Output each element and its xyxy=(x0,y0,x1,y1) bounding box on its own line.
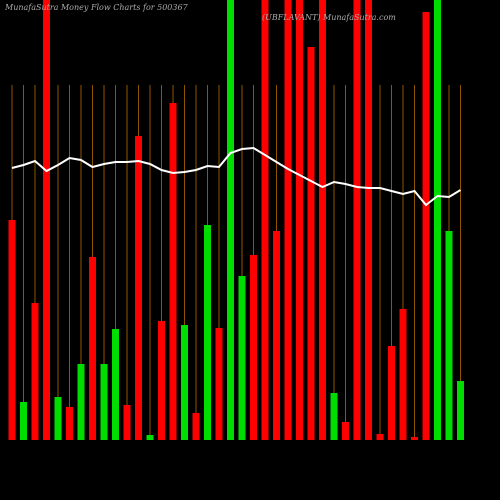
bar xyxy=(342,422,349,440)
bar xyxy=(319,0,326,440)
bar xyxy=(31,303,39,440)
bar xyxy=(169,103,177,440)
bar xyxy=(8,220,16,440)
bar xyxy=(434,0,441,440)
bar xyxy=(330,393,338,440)
chart-title: MunafaSutra Money Flow Charts for 500367 xyxy=(4,3,189,12)
bar xyxy=(445,231,453,440)
bar xyxy=(376,434,384,440)
bar xyxy=(273,231,280,440)
bar xyxy=(284,0,292,440)
bar xyxy=(388,346,395,440)
bar xyxy=(112,329,119,440)
bar xyxy=(227,0,234,440)
bar xyxy=(135,136,142,440)
bar xyxy=(20,402,27,440)
bar xyxy=(181,325,188,440)
bar xyxy=(66,407,73,440)
bar xyxy=(77,364,85,440)
money-flow-line xyxy=(11,146,462,207)
bar xyxy=(296,0,303,440)
bar xyxy=(457,381,464,440)
bar xyxy=(238,276,246,440)
bar xyxy=(422,12,430,440)
chart-subtitle: (UBFLAVANT) MunafaSutra.com xyxy=(262,13,396,22)
bar xyxy=(261,0,269,440)
bar xyxy=(146,435,154,440)
bar xyxy=(204,225,211,440)
bar xyxy=(307,47,315,440)
bar xyxy=(158,321,165,440)
bar xyxy=(43,0,50,440)
bar xyxy=(411,437,418,440)
bar xyxy=(54,397,62,440)
bar xyxy=(89,257,96,440)
bar xyxy=(365,0,372,440)
bar xyxy=(100,364,108,440)
bar xyxy=(192,413,200,440)
bar xyxy=(123,405,131,440)
bar xyxy=(353,0,361,440)
bar xyxy=(215,328,223,440)
bar xyxy=(250,255,257,440)
bar xyxy=(399,309,407,440)
